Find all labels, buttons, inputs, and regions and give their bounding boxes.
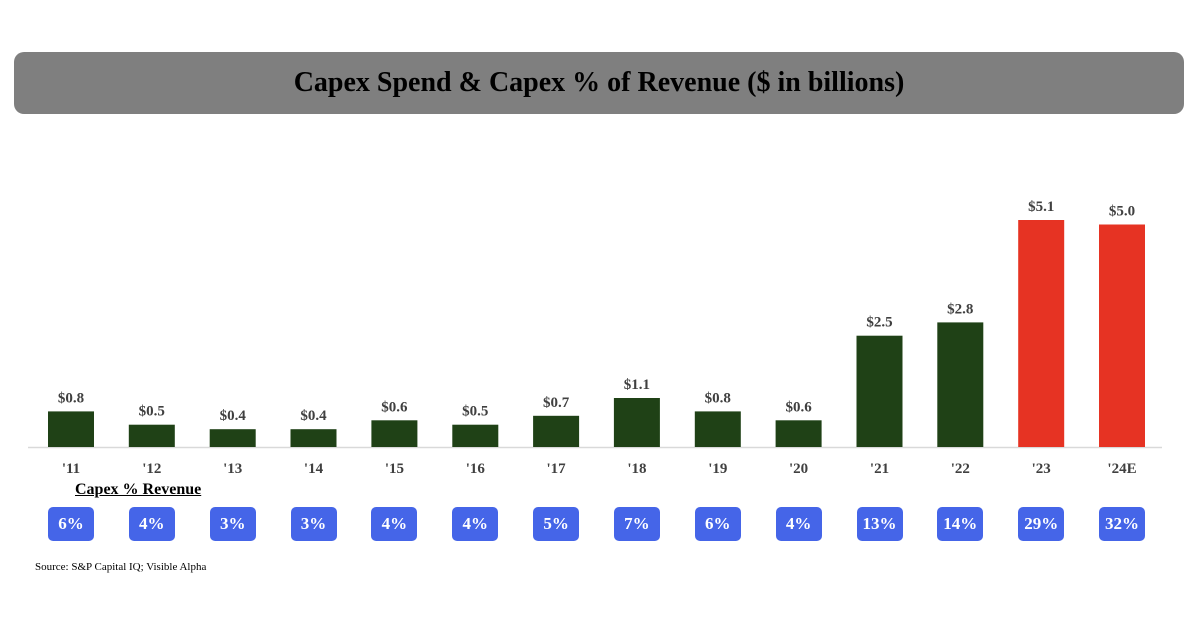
bar [937, 322, 984, 447]
bar [1099, 224, 1145, 447]
x-tick-label: '14 [304, 461, 324, 477]
bar [613, 398, 660, 447]
source-note: Source: S&P Capital IQ; Visible Alpha [35, 561, 207, 573]
bar [209, 429, 256, 447]
data-label: $0.8 [58, 390, 84, 406]
chart-title: Capex Spend & Capex % of Revenue ($ in b… [293, 67, 905, 98]
x-tick-label: '21 [870, 461, 889, 477]
capex-percent-badge: 7% [613, 507, 660, 541]
capex-percent-badge: 6% [694, 507, 741, 541]
data-label: $0.5 [139, 404, 165, 420]
x-tick-label: '19 [708, 461, 727, 477]
title-banner: Capex Spend & Capex % of Revenue ($ in b… [14, 52, 1184, 114]
x-tick-label: '20 [789, 461, 808, 477]
bar [48, 411, 94, 447]
capex-percent-badge: 4% [128, 507, 175, 541]
capex-percent-row: 6% 4% 3% 3% 4% 4% 5% 7% 6% 4% 13% 14% 29% 32% [0, 507, 1200, 541]
capex-percent-badge: 5% [533, 507, 580, 541]
bar [1018, 220, 1065, 447]
data-label: $0.5 [462, 404, 488, 420]
bar [128, 424, 175, 447]
x-tick-label: '23 [1032, 461, 1051, 477]
data-label: $0.8 [705, 390, 731, 406]
x-tick-label: '12 [142, 461, 161, 477]
capex-percent-badge: 29% [1018, 507, 1065, 541]
capex-percent-badge: 13% [856, 507, 903, 541]
capex-percent-badge: 14% [937, 507, 984, 541]
data-label: $2.8 [947, 301, 973, 317]
bar [694, 411, 741, 447]
capex-percent-badge: 4% [452, 507, 499, 541]
bar [290, 429, 337, 447]
capex-percent-badge: 3% [209, 507, 256, 541]
x-tick-label: '17 [547, 461, 567, 477]
capex-percent-badge: 6% [48, 507, 94, 541]
bar [856, 335, 903, 447]
x-tick-label: '16 [466, 461, 486, 477]
x-tick-label: '18 [627, 461, 646, 477]
data-label: $0.6 [785, 399, 812, 415]
x-tick-label: '22 [951, 461, 970, 477]
capex-percent-badge: 3% [290, 507, 337, 541]
x-tick-label: '15 [385, 461, 404, 477]
x-tick-label: '13 [223, 461, 242, 477]
data-label: $0.4 [300, 408, 327, 424]
capex-percent-badge: 4% [775, 507, 822, 541]
x-tick-label: '11 [62, 461, 80, 477]
capex-percent-label: Capex % Revenue [75, 481, 202, 498]
data-label: $5.1 [1028, 199, 1054, 215]
capex-percent-badge: 4% [371, 507, 418, 541]
bar [371, 420, 418, 447]
data-label: $2.5 [866, 315, 892, 331]
x-tick-label: '24E [1107, 461, 1136, 477]
bar [533, 415, 580, 447]
bar [452, 424, 499, 447]
data-label: $0.4 [220, 408, 247, 424]
data-label: $5.0 [1109, 204, 1135, 220]
bar [775, 420, 822, 447]
data-label: $0.7 [543, 395, 570, 411]
data-label: $1.1 [624, 377, 650, 393]
data-label: $0.6 [381, 399, 408, 415]
capex-percent-badge: 32% [1099, 507, 1145, 541]
